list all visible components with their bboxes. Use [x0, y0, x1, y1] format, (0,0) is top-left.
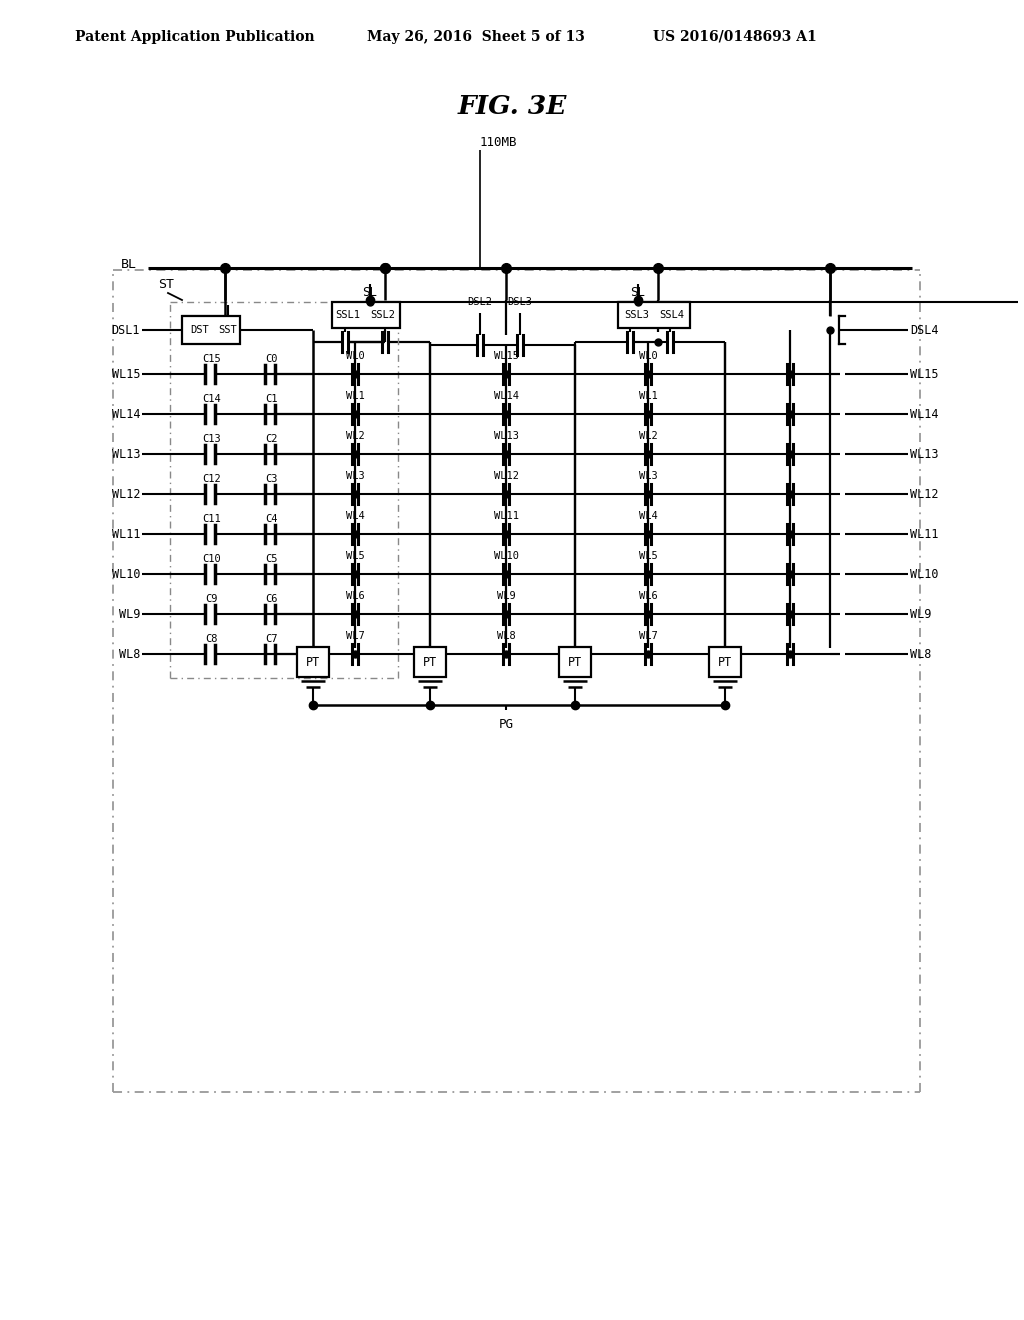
- Text: PT: PT: [423, 656, 437, 668]
- Text: WL15: WL15: [494, 351, 518, 360]
- Bar: [559, 647, 591, 677]
- Text: WL13: WL13: [112, 447, 140, 461]
- Bar: [414, 647, 446, 677]
- Text: WL3: WL3: [639, 471, 657, 480]
- Bar: [297, 647, 329, 677]
- Text: WL5: WL5: [346, 550, 365, 561]
- Text: C10: C10: [203, 554, 221, 564]
- Text: WL5: WL5: [639, 550, 657, 561]
- Text: WL9: WL9: [497, 591, 515, 601]
- Text: C11: C11: [203, 513, 221, 524]
- Text: PG: PG: [499, 718, 513, 731]
- Text: C1: C1: [266, 393, 279, 404]
- Text: WL4: WL4: [346, 511, 365, 521]
- Bar: [709, 647, 741, 677]
- Text: WL4: WL4: [639, 511, 657, 521]
- Text: WL10: WL10: [112, 568, 140, 581]
- Text: 110MB: 110MB: [480, 136, 517, 149]
- Text: WL10: WL10: [494, 550, 518, 561]
- Text: PT: PT: [306, 656, 321, 668]
- Text: WL3: WL3: [346, 471, 365, 480]
- Text: WL8: WL8: [497, 631, 515, 642]
- Text: WL12: WL12: [910, 487, 939, 500]
- Text: WL1: WL1: [346, 391, 365, 401]
- Text: WL2: WL2: [346, 432, 365, 441]
- Text: FIG. 3E: FIG. 3E: [458, 95, 566, 120]
- Text: PT: PT: [718, 656, 732, 668]
- Text: C5: C5: [266, 554, 279, 564]
- Text: SSL2: SSL2: [371, 310, 395, 319]
- Text: WL12: WL12: [112, 487, 140, 500]
- Text: WL13: WL13: [910, 447, 939, 461]
- Text: WL1: WL1: [639, 391, 657, 401]
- Text: BL: BL: [121, 259, 137, 272]
- Text: DSL2: DSL2: [468, 297, 493, 308]
- Text: C0: C0: [266, 354, 279, 364]
- Text: WL6: WL6: [346, 591, 365, 601]
- Text: WL14: WL14: [112, 408, 140, 421]
- Text: WL15: WL15: [112, 367, 140, 380]
- Text: C12: C12: [203, 474, 221, 484]
- Text: Patent Application Publication: Patent Application Publication: [75, 30, 314, 44]
- Text: WL7: WL7: [639, 631, 657, 642]
- Text: WL7: WL7: [346, 631, 365, 642]
- Text: WL12: WL12: [494, 471, 518, 480]
- Text: WL14: WL14: [494, 391, 518, 401]
- Text: C8: C8: [206, 634, 218, 644]
- Text: WL8: WL8: [119, 648, 140, 660]
- Text: WL6: WL6: [639, 591, 657, 601]
- Text: C6: C6: [266, 594, 279, 605]
- Text: C14: C14: [203, 393, 221, 404]
- Text: WL9: WL9: [910, 607, 932, 620]
- Text: SSL4: SSL4: [659, 310, 684, 319]
- Text: WL2: WL2: [639, 432, 657, 441]
- Text: C13: C13: [203, 434, 221, 444]
- Text: WL15: WL15: [910, 367, 939, 380]
- Text: May 26, 2016  Sheet 5 of 13: May 26, 2016 Sheet 5 of 13: [367, 30, 585, 44]
- Text: WL14: WL14: [910, 408, 939, 421]
- Text: WL11: WL11: [112, 528, 140, 540]
- Text: WL9: WL9: [119, 607, 140, 620]
- Text: WL0: WL0: [346, 351, 365, 360]
- Text: SST: SST: [219, 325, 238, 335]
- Text: WL10: WL10: [910, 568, 939, 581]
- Text: WL11: WL11: [910, 528, 939, 540]
- Text: WL8: WL8: [910, 648, 932, 660]
- Text: C2: C2: [266, 434, 279, 444]
- Text: ST: ST: [158, 279, 174, 292]
- Text: C15: C15: [203, 354, 221, 364]
- Text: DST: DST: [190, 325, 209, 335]
- Text: C4: C4: [266, 513, 279, 524]
- Text: DSL3: DSL3: [508, 297, 532, 308]
- Text: SL: SL: [631, 285, 645, 298]
- Bar: [182, 315, 240, 345]
- Text: SSL1: SSL1: [336, 310, 360, 319]
- Bar: [618, 302, 690, 327]
- Text: WL13: WL13: [494, 432, 518, 441]
- Text: US 2016/0148693 A1: US 2016/0148693 A1: [653, 30, 817, 44]
- Bar: [332, 302, 400, 327]
- Text: DSL1: DSL1: [112, 323, 140, 337]
- Text: WL11: WL11: [494, 511, 518, 521]
- Text: C9: C9: [206, 594, 218, 605]
- Text: SSL3: SSL3: [625, 310, 649, 319]
- Text: PT: PT: [568, 656, 582, 668]
- Text: SL: SL: [362, 285, 378, 298]
- Text: C3: C3: [266, 474, 279, 484]
- Text: DSL4: DSL4: [910, 323, 939, 337]
- Text: WL0: WL0: [639, 351, 657, 360]
- Text: C7: C7: [266, 634, 279, 644]
